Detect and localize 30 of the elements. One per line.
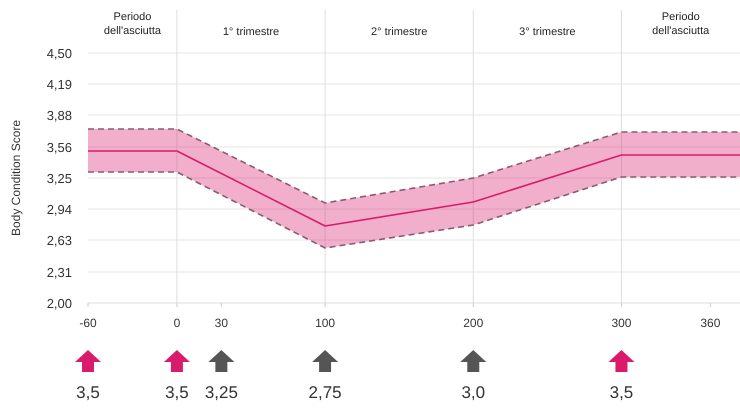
line-series <box>87 150 740 227</box>
x-tick-label: 200 <box>463 316 484 330</box>
y-tick-label: 2,00 <box>46 296 72 311</box>
line-series <box>87 128 740 204</box>
y-tick-label: 2,63 <box>46 233 72 248</box>
y-tick-label: 2,31 <box>46 265 72 280</box>
text: 3,5 <box>165 383 189 402</box>
y-tick-label: 3,56 <box>46 140 72 155</box>
text: 2,75 <box>308 383 342 402</box>
text: 3,25 <box>204 383 238 402</box>
text: 3,5 <box>76 383 100 402</box>
text: 1° trimestre <box>222 26 280 38</box>
y-tick-label: 3,88 <box>46 108 72 123</box>
y-tick-label: 3,25 <box>46 171 72 186</box>
text: Periodo dell'asciutta <box>652 11 710 37</box>
text: Periodo dell'asciutta <box>104 11 162 37</box>
text: 3,0 <box>461 383 486 402</box>
y-tick-label: 4,50 <box>46 46 72 61</box>
y-tick-label: 4,19 <box>46 77 72 92</box>
x-tick-label: 0 <box>174 316 181 330</box>
y-axis-title: Body Condition Score <box>9 120 23 236</box>
x-tick-label: 30 <box>214 316 228 330</box>
text: 3° trimestre <box>519 26 576 38</box>
text: 2° trimestre <box>371 26 428 38</box>
x-tick-label: 360 <box>700 316 721 330</box>
x-tick-label: 300 <box>611 316 632 330</box>
text: 3,5 <box>610 383 634 402</box>
x-tick-label: 100 <box>315 316 336 330</box>
x-tick-label: -60 <box>79 316 97 330</box>
y-tick-label: 2,94 <box>46 202 72 217</box>
